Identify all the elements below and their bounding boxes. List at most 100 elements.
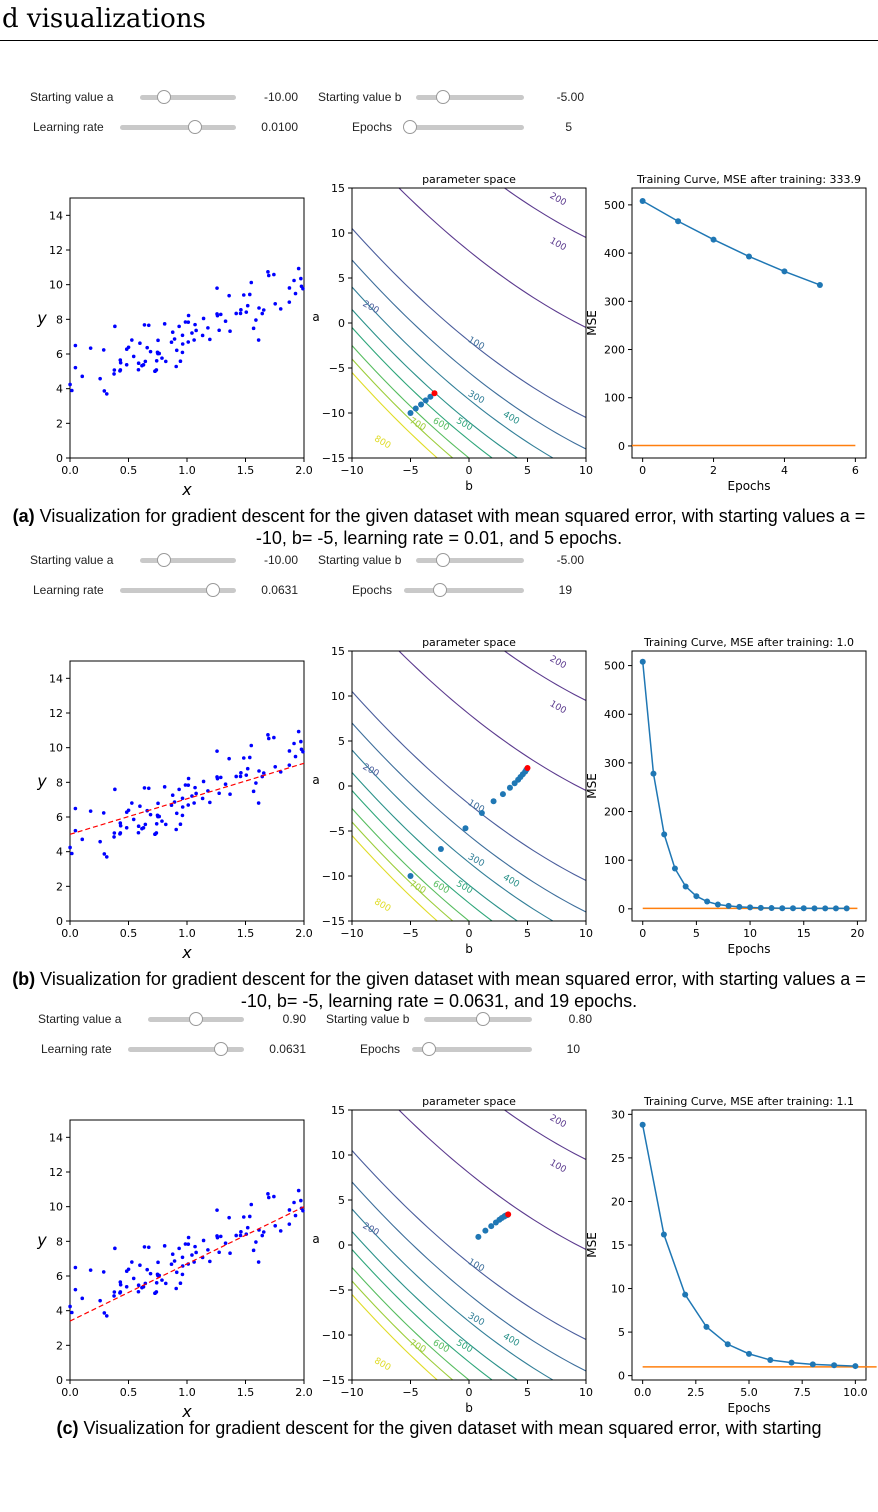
- data-point: [118, 368, 123, 372]
- slider-handle-lr[interactable]: [213, 1042, 228, 1056]
- y-tick-label: 14: [49, 1131, 63, 1144]
- slider-handle-lr[interactable]: [188, 120, 203, 134]
- slider-handle-b[interactable]: [436, 553, 450, 567]
- data-point: [145, 345, 149, 350]
- slider-lr[interactable]: [120, 120, 236, 134]
- slider-handle-ep[interactable]: [421, 1042, 436, 1056]
- data-point: [156, 338, 160, 343]
- scatter-plot-frame: [69, 197, 305, 459]
- contour-line: [503, 651, 586, 702]
- data-point: [201, 779, 206, 784]
- path-point: [407, 873, 414, 879]
- slider-a[interactable]: [140, 90, 236, 104]
- data-point: [143, 359, 148, 364]
- data-point: [293, 754, 298, 759]
- data-point: [70, 1310, 74, 1315]
- y-tick-label: −5: [329, 1284, 345, 1297]
- data-point: [180, 342, 185, 346]
- mse-point: [675, 218, 682, 225]
- y-tick-label: 15: [331, 1104, 345, 1117]
- slider-handle-a[interactable]: [157, 90, 171, 104]
- slider-ep[interactable]: [403, 120, 524, 134]
- y-tick-label: 400: [604, 708, 625, 721]
- data-point: [251, 1248, 256, 1253]
- y-tick-label: −10: [322, 1329, 345, 1342]
- contour-line: [352, 690, 586, 882]
- data-point: [177, 1246, 181, 1251]
- data-point: [138, 804, 142, 808]
- slider-lr[interactable]: [128, 1042, 244, 1056]
- x-axis-label: x: [181, 943, 192, 962]
- contour-label: 300: [466, 389, 486, 406]
- slider-b[interactable]: [416, 90, 524, 104]
- page-header: d visualizations: [0, 0, 878, 41]
- contour-line: [503, 188, 586, 239]
- data-point: [118, 823, 123, 828]
- parameter-plot-frame: [351, 1109, 587, 1381]
- data-point: [145, 1267, 149, 1272]
- data-point: [254, 318, 258, 322]
- contour-label: 800: [372, 1356, 392, 1373]
- slider-b[interactable]: [424, 1012, 532, 1026]
- data-point: [156, 801, 160, 806]
- x-tick-label: 0.0: [61, 927, 79, 940]
- data-point: [193, 1244, 197, 1249]
- data-point: [174, 811, 179, 816]
- data-point: [70, 388, 74, 393]
- mse-point: [816, 281, 823, 288]
- slider-handle-a[interactable]: [189, 1012, 203, 1026]
- contour-label: 200: [548, 654, 568, 671]
- data-point: [238, 311, 243, 316]
- x-tick-label: 1.5: [237, 927, 255, 940]
- data-point: [73, 1265, 78, 1270]
- slider-lr[interactable]: [120, 583, 236, 597]
- data-point: [292, 278, 296, 283]
- data-point: [80, 374, 85, 379]
- slider-ep[interactable]: [412, 1042, 532, 1056]
- y-tick-label: −15: [322, 452, 345, 465]
- slider-handle-a[interactable]: [157, 553, 171, 567]
- data-point: [174, 348, 179, 353]
- slider-a[interactable]: [140, 553, 236, 567]
- x-tick-label: 1.0: [178, 464, 196, 477]
- slider-handle-b[interactable]: [476, 1012, 491, 1026]
- slider-a[interactable]: [148, 1012, 244, 1026]
- slider-ep[interactable]: [404, 583, 524, 597]
- data-point: [124, 810, 129, 815]
- data-point: [88, 809, 93, 813]
- slider-handle-lr[interactable]: [205, 583, 220, 597]
- data-point: [245, 1225, 250, 1230]
- y-tick-label: 200: [604, 344, 625, 357]
- slider-handle-ep[interactable]: [403, 120, 417, 134]
- data-point: [273, 301, 278, 306]
- contour-line: [352, 1181, 586, 1372]
- x-tick-label: 10: [579, 927, 593, 940]
- data-point: [88, 1268, 93, 1272]
- data-point: [215, 313, 220, 318]
- contour-label: 800: [372, 434, 392, 451]
- y-tick-label: 0: [56, 915, 63, 928]
- x-tick-label: 2.0: [295, 464, 313, 477]
- data-point: [194, 1250, 198, 1255]
- contour-label: 200: [361, 762, 381, 779]
- data-point: [238, 774, 243, 779]
- mse-line: [642, 200, 821, 286]
- data-point: [101, 348, 106, 352]
- data-point: [249, 743, 254, 748]
- data-point: [124, 1284, 129, 1289]
- data-point: [68, 382, 72, 387]
- data-point: [98, 1298, 102, 1303]
- x-tick-label: 2: [710, 464, 717, 477]
- slider-handle-b[interactable]: [436, 90, 450, 104]
- data-point: [215, 749, 219, 753]
- data-point: [142, 323, 147, 327]
- data-point: [293, 291, 298, 296]
- y-tick-label: 4: [56, 1305, 63, 1318]
- slider-handle-ep[interactable]: [433, 583, 447, 597]
- contour-line: [352, 1230, 519, 1380]
- data-point: [178, 1281, 183, 1286]
- slider-b[interactable]: [416, 553, 524, 567]
- data-point: [228, 329, 232, 333]
- x-axis-label: x: [181, 1402, 192, 1421]
- mse-point: [682, 883, 689, 890]
